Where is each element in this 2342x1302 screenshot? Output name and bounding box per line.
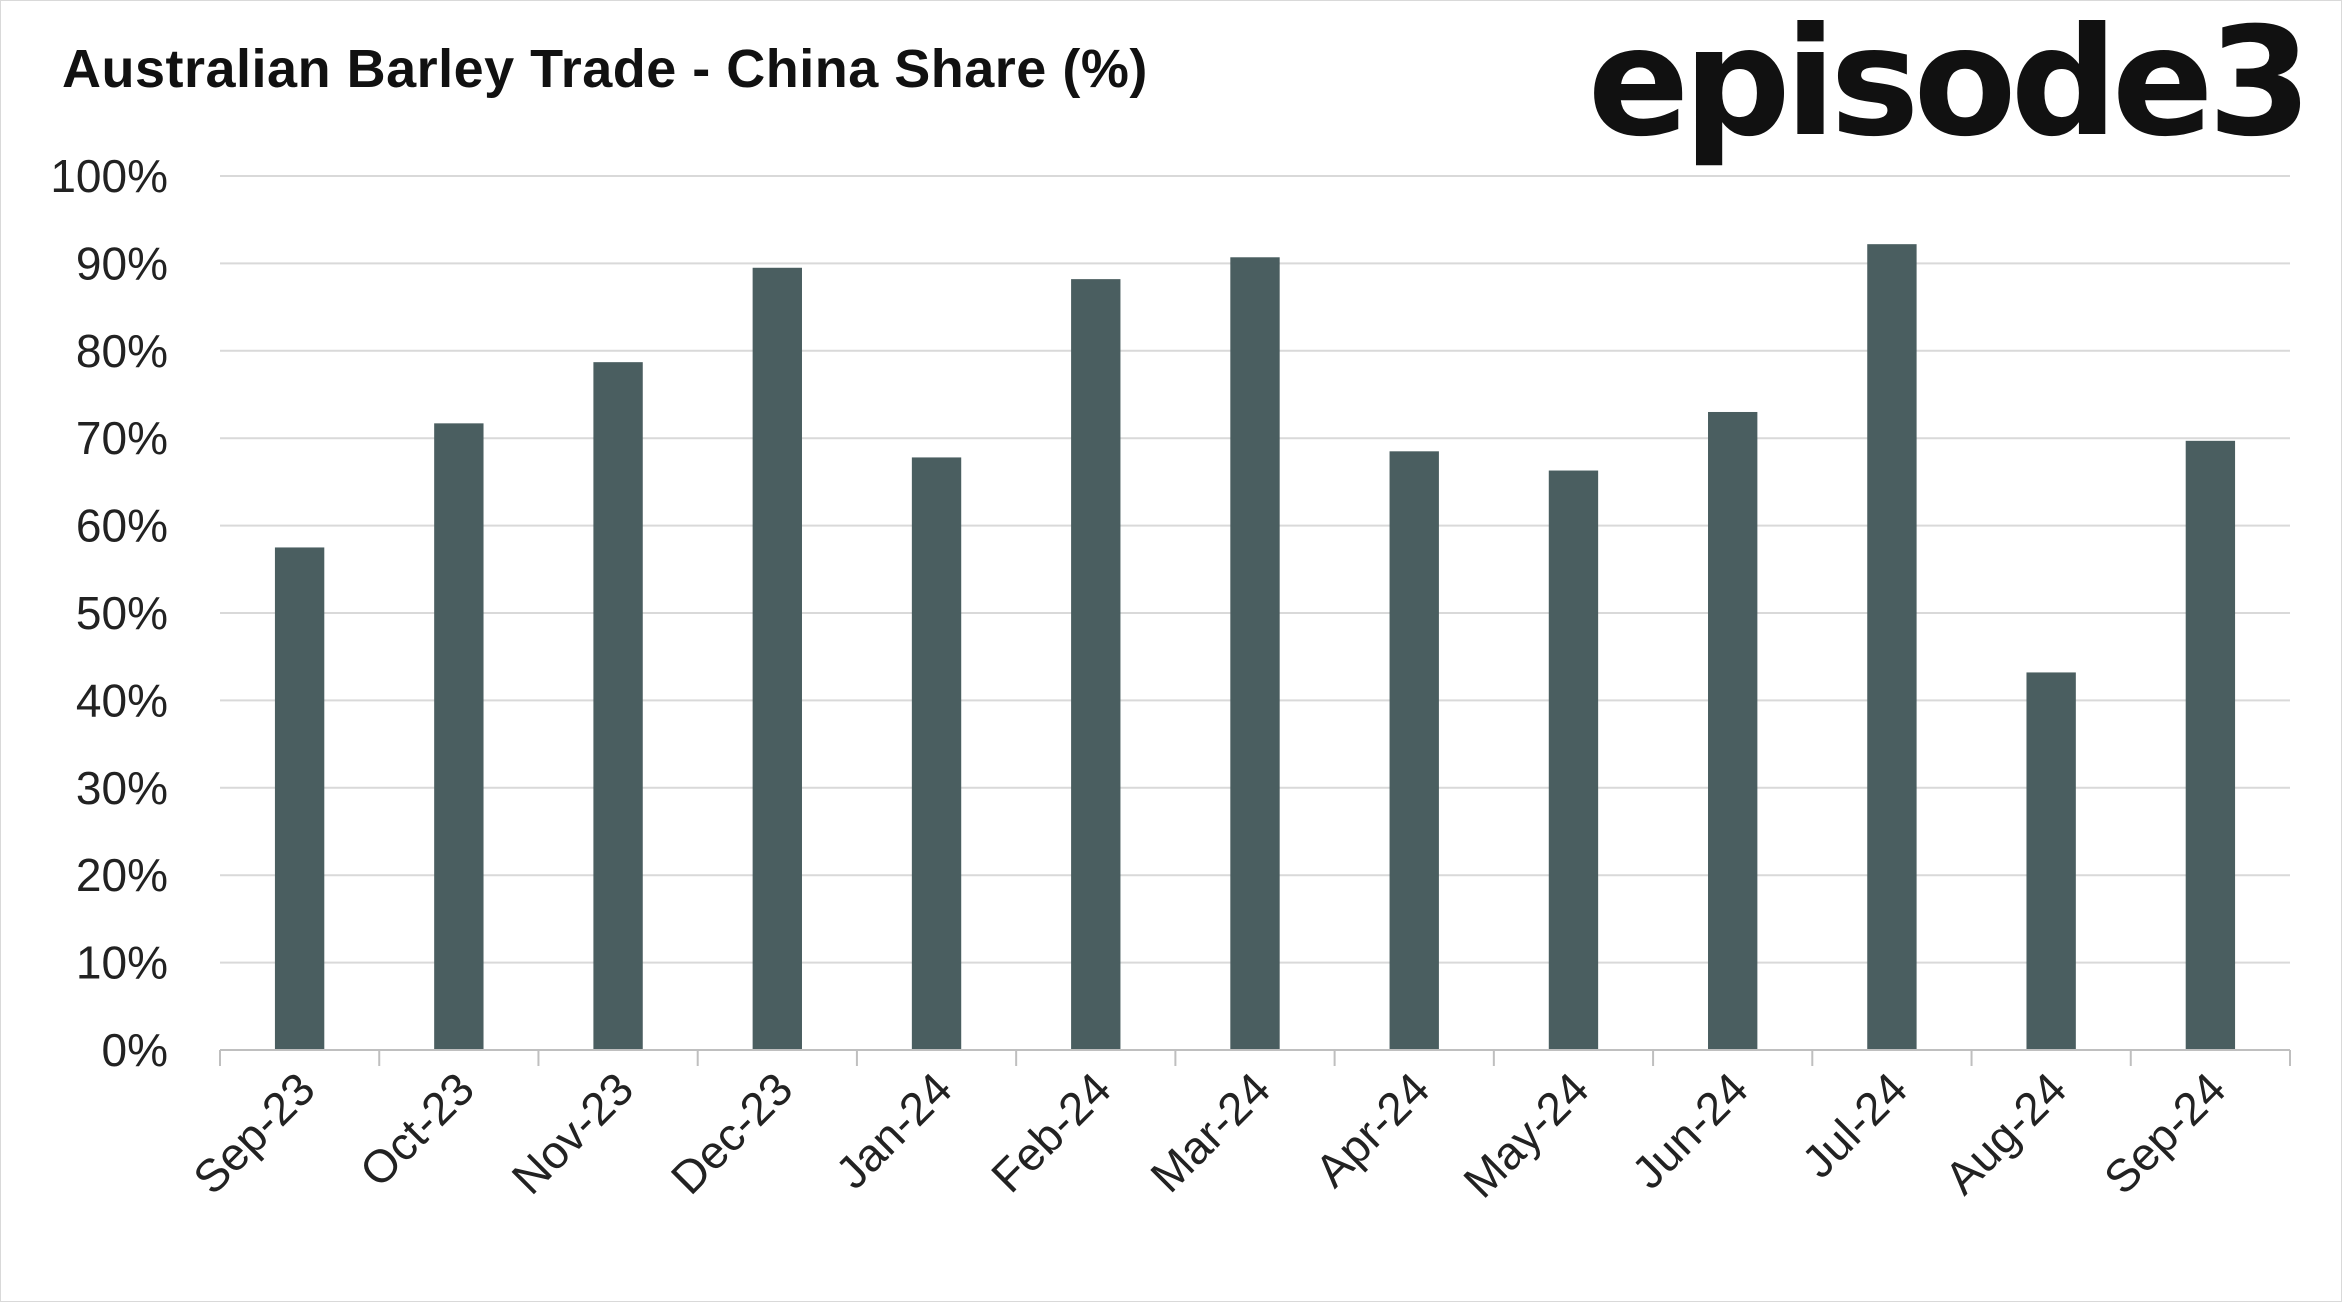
y-tick-label: 70% bbox=[76, 412, 168, 464]
y-tick-label: 20% bbox=[76, 849, 168, 901]
x-category-label: Dec-23 bbox=[661, 1062, 803, 1204]
x-category-label: Sep-24 bbox=[2094, 1062, 2236, 1204]
bar-jul-24 bbox=[1867, 244, 1917, 1050]
bar-nov-23 bbox=[593, 362, 643, 1050]
chart-title: Australian Barley Trade - China Share (%… bbox=[62, 39, 1148, 99]
x-category-label: Mar-24 bbox=[1140, 1062, 1280, 1202]
y-tick-label: 80% bbox=[76, 325, 168, 377]
x-axis bbox=[219, 1049, 2291, 1066]
bar-feb-24 bbox=[1071, 279, 1121, 1051]
x-category-label: Sep-23 bbox=[183, 1062, 325, 1204]
brand-logo: episode3 bbox=[1587, 0, 2312, 170]
y-tick-label: 100% bbox=[50, 150, 168, 202]
bars bbox=[274, 244, 2236, 1051]
x-category-label: Apr-24 bbox=[1305, 1062, 1439, 1196]
bar-may-24 bbox=[1548, 470, 1599, 1051]
bar-sep-23 bbox=[274, 547, 325, 1050]
bar-sep-24 bbox=[2185, 440, 2236, 1050]
x-axis-category-labels: Sep-23 Oct-23 Nov-23 Dec-23 Jan-24 Feb-24 Mar-… bbox=[183, 1062, 2235, 1207]
bar-apr-24 bbox=[1389, 451, 1439, 1050]
x-category-label: Oct-23 bbox=[350, 1062, 484, 1196]
x-category-label: Feb-24 bbox=[981, 1062, 1121, 1202]
bar-mar-24 bbox=[1230, 257, 1280, 1051]
y-tick-label: 90% bbox=[76, 237, 168, 289]
y-tick-label: 40% bbox=[76, 674, 168, 726]
bar-jan-24 bbox=[911, 457, 962, 1051]
bar-oct-23 bbox=[434, 423, 484, 1050]
y-tick-label: 50% bbox=[76, 587, 168, 639]
x-category-label: Nov-23 bbox=[502, 1062, 644, 1204]
bar-jun-24 bbox=[1708, 411, 1758, 1051]
bar-aug-24 bbox=[2026, 672, 2076, 1050]
x-category-label: Jun-24 bbox=[1622, 1062, 1758, 1198]
y-tick-label: 0% bbox=[102, 1024, 168, 1076]
x-category-label: Jul-24 bbox=[1792, 1062, 1917, 1187]
y-tick-label: 60% bbox=[76, 500, 168, 552]
x-category-label: Jan-24 bbox=[825, 1062, 961, 1198]
x-category-label: May-24 bbox=[1453, 1062, 1598, 1207]
y-axis-tick-labels: 0% 10% 20% 30% 40% 50% 60% 70% 80% 90% 100% bbox=[50, 150, 168, 1076]
y-tick-label: 30% bbox=[76, 762, 168, 814]
x-category-label: Aug-24 bbox=[1935, 1062, 2077, 1204]
bar-dec-23 bbox=[752, 267, 802, 1050]
y-tick-label: 10% bbox=[76, 937, 168, 989]
